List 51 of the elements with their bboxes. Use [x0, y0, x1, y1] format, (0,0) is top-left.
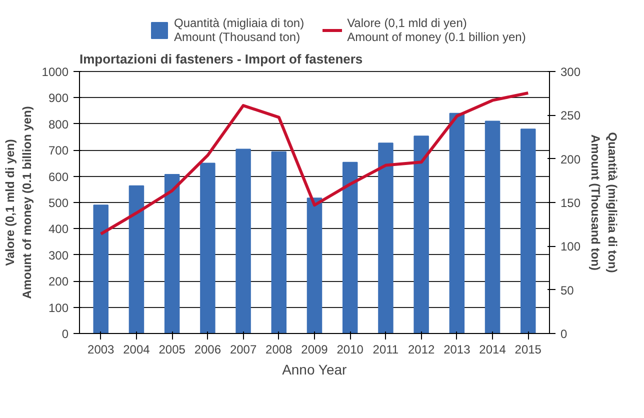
bar — [306, 198, 322, 334]
bar — [236, 148, 251, 334]
y-tick-label: 300 — [48, 248, 69, 262]
y2-tick-label: 250 — [560, 108, 581, 123]
x-tick-label: 2007 — [230, 342, 257, 356]
bar — [449, 112, 465, 334]
x-tick-label: 2015 — [514, 342, 542, 356]
x-tick-label: 2006 — [194, 342, 222, 356]
y-tick-label: 0 — [62, 327, 69, 341]
line-series — [99, 91, 530, 236]
y-tick-label: 700 — [48, 144, 69, 158]
y2-tick-label: 300 — [560, 65, 581, 79]
bar — [378, 142, 394, 334]
y-tick-label: 200 — [48, 274, 69, 289]
y2-tick-label: 50 — [560, 283, 574, 298]
bar — [200, 162, 216, 334]
y-tick-label: 100 — [48, 300, 69, 315]
y-tick-label: 800 — [48, 117, 69, 132]
chart-title: Importazioni di fasteners - Import of fasteners — [80, 52, 363, 66]
bar — [164, 174, 180, 334]
bar — [128, 185, 144, 334]
bar — [342, 162, 358, 334]
x-tick-label: 2005 — [158, 342, 186, 356]
bar — [271, 151, 287, 334]
y-tick-label: 400 — [48, 222, 69, 236]
x-tick-label: 2013 — [444, 342, 471, 356]
bar — [93, 204, 108, 334]
x-axis-title: Anno Year — [282, 362, 348, 378]
x-tick-label: 2009 — [301, 342, 328, 356]
bar — [414, 136, 429, 334]
x-tick-label: 2012 — [408, 342, 435, 356]
y2-tick-label: 0 — [560, 327, 568, 341]
x-tick-label: 2010 — [336, 342, 364, 356]
y-tick-label: 500 — [48, 196, 69, 210]
legend-label: Quantità (migliaia di ton) Amount (Thousand ton) — [174, 16, 304, 44]
x-tick-label: 2008 — [266, 342, 293, 356]
x-tick-label: 2004 — [123, 342, 150, 356]
x-tick-label: 2003 — [88, 342, 115, 356]
legend-label: Valore (0,1 mld di yen) Amount of money (0.1 billion yen) — [347, 16, 526, 44]
x-tick-label: 2014 — [479, 342, 506, 356]
y-tick-label: 1000 — [42, 65, 69, 79]
y2-tick-label: 200 — [560, 152, 581, 166]
y-tick-label: 900 — [48, 91, 69, 106]
y2-tick-label: 100 — [560, 240, 581, 254]
bar — [484, 120, 500, 334]
x-tick-label: 2011 — [372, 342, 399, 356]
y-tick-label: 600 — [48, 170, 69, 184]
y2-axis-title: Quantità (migliaia di ton) Amount (Thousand ton) — [588, 132, 620, 273]
y-axis-title: Valore (0,1 mld di yen) Amount of money (0.1 billion yen) — [3, 106, 34, 299]
bar — [520, 128, 536, 334]
y2-tick-label: 150 — [560, 196, 581, 210]
